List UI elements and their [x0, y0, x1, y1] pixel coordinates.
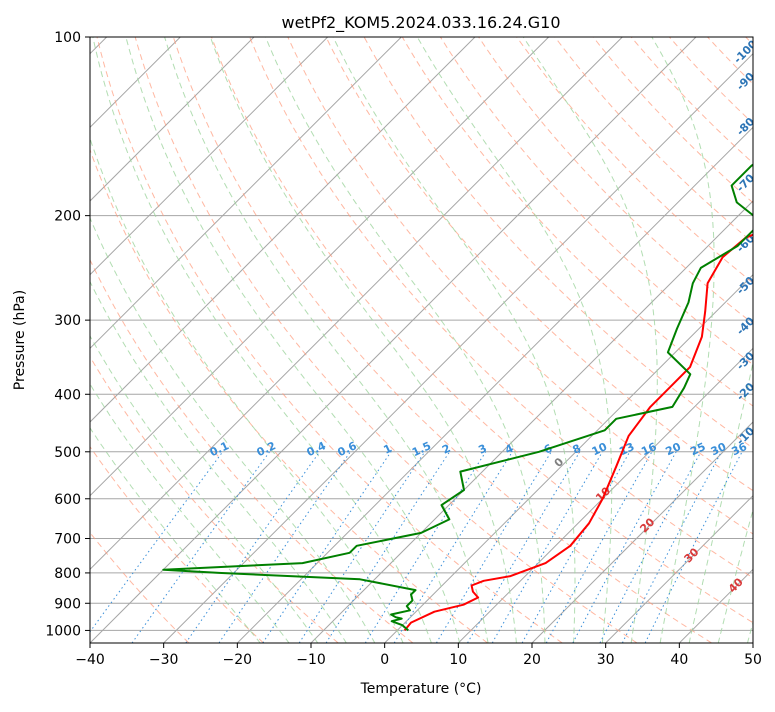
- x-axis-label: Temperature (°C): [360, 681, 482, 697]
- x-tick-label: −40: [75, 652, 105, 668]
- y-axis-label: Pressure (hPa): [12, 290, 28, 390]
- y-tick-label: 100: [54, 30, 81, 46]
- x-tick-label: 0: [380, 652, 389, 668]
- x-tick-label: −10: [296, 652, 326, 668]
- y-tick-label: 800: [54, 566, 81, 582]
- x-tick-label: 30: [597, 652, 615, 668]
- x-tick-label: 10: [449, 652, 467, 668]
- x-tick-label: 50: [744, 652, 762, 668]
- y-tick-label: 600: [54, 492, 81, 508]
- y-tick-label: 400: [54, 387, 81, 403]
- y-tick-label: 300: [54, 313, 81, 329]
- y-tick-label: 900: [54, 596, 81, 612]
- x-tick-label: −20: [223, 652, 253, 668]
- x-tick-label: 20: [523, 652, 541, 668]
- x-tick-label: −30: [149, 652, 179, 668]
- y-tick-label: 700: [54, 532, 81, 548]
- x-tick-label: 40: [670, 652, 688, 668]
- y-tick-label: 1000: [45, 623, 81, 639]
- y-tick-label: 500: [54, 445, 81, 461]
- chart-title: wetPf2_KOM5.2024.033.16.24.G10: [281, 13, 560, 33]
- y-tick-label: 200: [54, 209, 81, 225]
